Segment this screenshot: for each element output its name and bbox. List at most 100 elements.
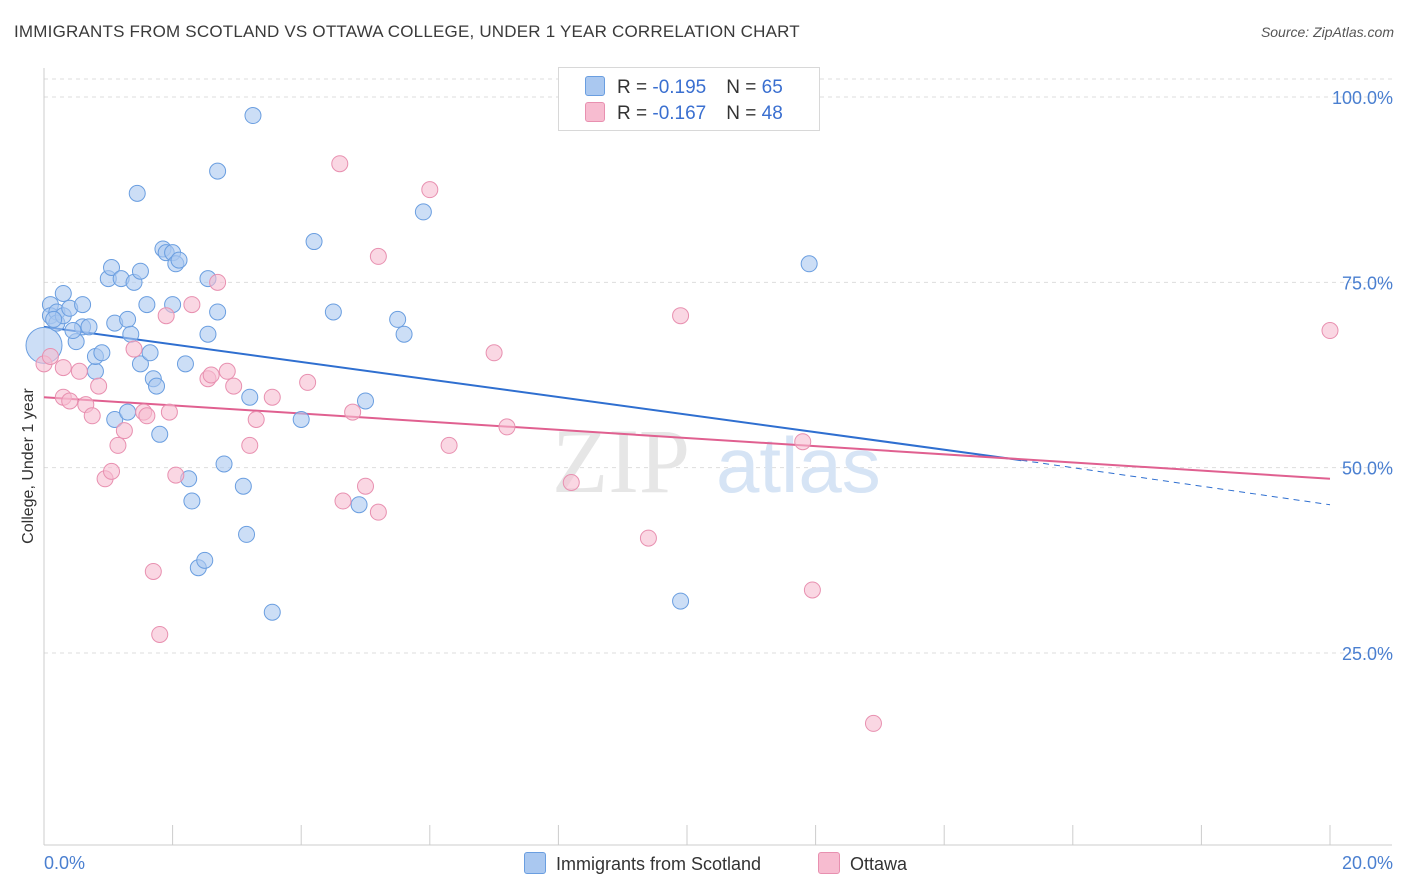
trend-lines (43, 325, 1331, 506)
y-tick-label-1: 75.0% (1342, 273, 1393, 293)
legend-swatch-scotland (585, 76, 605, 96)
point-scotland-56 (350, 496, 368, 514)
point-scotland-54 (305, 233, 323, 251)
point-ottawa-41 (562, 473, 580, 491)
point-scotland-48 (234, 477, 252, 495)
point-scotland-59 (395, 325, 413, 343)
legend-r-label: R = (617, 77, 653, 98)
point-scotland-5 (54, 284, 72, 302)
point-ottawa-11 (109, 436, 127, 454)
y-tick-label-3: 25.0% (1342, 644, 1393, 664)
legend-r-value: -0.195 (652, 77, 707, 98)
point-ottawa-35 (369, 503, 387, 521)
point-scotland-53 (292, 410, 310, 428)
point-scotland-60 (414, 203, 432, 221)
point-ottawa-4 (61, 392, 79, 410)
watermark: ZIP atlas (552, 410, 881, 512)
point-scotland-22 (122, 325, 140, 343)
point-scotland-11 (80, 318, 98, 336)
point-ottawa-37 (421, 181, 439, 199)
bottom-legend-label-scotland: Immigrants from Scotland (556, 854, 762, 874)
trend-line-scotland-extension (1021, 459, 1331, 506)
point-scotland-64 (64, 322, 82, 340)
point-scotland-30 (148, 377, 166, 395)
grid-lines (44, 78, 1392, 654)
legend-r-value: -0.167 (652, 103, 707, 124)
point-scotland-58 (389, 310, 407, 328)
legend-row-scotland: R = -0.195 N = 65 (585, 76, 783, 100)
point-ottawa-31 (331, 155, 349, 173)
point-scotland-18 (106, 410, 124, 428)
point-ottawa-24 (209, 273, 227, 291)
legend-n-value: 48 (761, 103, 783, 124)
point-ottawa-30 (299, 373, 317, 391)
point-scotland-28 (141, 344, 159, 362)
point-ottawa-42 (639, 529, 657, 547)
point-scotland-42 (196, 551, 214, 569)
point-scotland-31 (151, 425, 169, 443)
point-ottawa-7 (83, 407, 101, 425)
point-scotland-47 (215, 455, 233, 473)
point-ottawa-26 (225, 377, 243, 395)
y-tick-label-0: 100.0% (1332, 88, 1393, 108)
point-scotland-37 (170, 251, 188, 269)
point-scotland-24 (128, 184, 146, 202)
point-ottawa-29 (263, 388, 281, 406)
legend-n-label: N = (726, 103, 762, 124)
point-scotland-49 (238, 525, 256, 543)
point-scotland-16 (103, 259, 121, 277)
point-ottawa-27 (241, 436, 259, 454)
legend-row-ottawa: R = -0.167 N = 48 (585, 102, 783, 126)
bottom-legend-swatch-ottawa (818, 852, 840, 874)
point-scotland-27 (138, 296, 156, 314)
point-scotland-21 (119, 403, 137, 421)
point-scotland-44 (199, 325, 217, 343)
point-scotland-62 (800, 255, 818, 273)
bottom-legend-swatch-scotland (524, 852, 546, 874)
point-scotland-14 (93, 344, 111, 362)
y-tick-label-2: 50.0% (1342, 459, 1393, 479)
point-ottawa-8 (90, 377, 108, 395)
point-ottawa-17 (151, 625, 169, 643)
point-ottawa-10 (103, 462, 121, 480)
point-scotland-63 (45, 310, 63, 328)
watermark-zip: ZIP (552, 410, 690, 512)
point-ottawa-23 (202, 366, 220, 384)
bottom-legend-scotland: Immigrants from Scotland (524, 852, 761, 875)
point-scotland-61 (672, 592, 690, 610)
point-scotland-9 (74, 296, 92, 314)
x-tick-label-1: 20.0% (1342, 853, 1393, 873)
point-ottawa-34 (357, 477, 374, 495)
point-scotland-57 (357, 392, 374, 410)
point-ottawa-46 (864, 714, 882, 732)
point-ottawa-38 (440, 436, 458, 454)
axes (43, 68, 1392, 846)
legend: R = -0.195 N = 65 R = -0.167 N = 48 (558, 67, 820, 131)
point-ottawa-21 (183, 296, 201, 314)
point-ottawa-5 (70, 362, 88, 380)
data-points (25, 107, 1339, 732)
x-tick-label-0: 0.0% (44, 853, 85, 873)
trend-line-scotland (43, 325, 1022, 462)
bottom-legend-ottawa: Ottawa (818, 852, 907, 875)
point-scotland-12 (86, 362, 104, 380)
legend-n-value: 65 (761, 77, 783, 98)
legend-n-label: N = (726, 77, 762, 98)
source-note: Source: ZipAtlas.com (1260, 24, 1394, 40)
point-ottawa-47 (1321, 322, 1339, 340)
tick-labels: 100.0% 75.0% 50.0% 25.0% 0.0% 20.0% (44, 88, 1393, 873)
point-ottawa-36 (369, 247, 387, 265)
point-ottawa-33 (344, 403, 362, 421)
point-ottawa-2 (54, 359, 72, 377)
point-scotland-38 (176, 355, 194, 373)
point-ottawa-40 (498, 418, 516, 436)
point-scotland-45 (209, 303, 227, 321)
point-scotland-55 (324, 303, 342, 321)
chart-title: IMMIGRANTS FROM SCOTLAND VS OTTAWA COLLE… (14, 22, 800, 41)
point-ottawa-39 (485, 344, 503, 362)
point-scotland-25 (131, 262, 149, 280)
point-ottawa-16 (144, 562, 162, 580)
point-scotland-50 (241, 388, 259, 406)
point-ottawa-18 (157, 307, 175, 325)
